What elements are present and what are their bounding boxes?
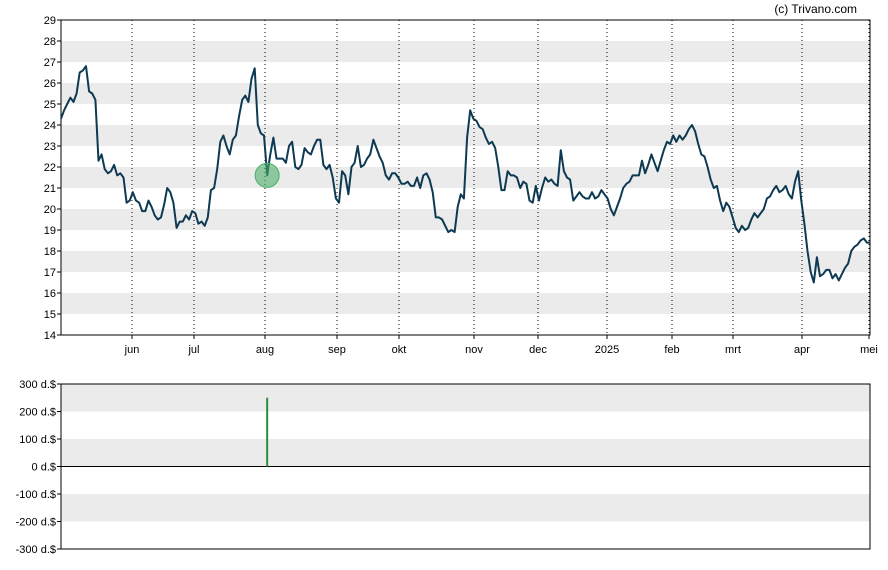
price-y-axis: 29 28 27 26 25 24 23 22 21 20 19 18 17 16 15 14 [44, 15, 61, 342]
y-tick-label: 21 [44, 183, 56, 195]
price-x-axis: jun jul aug sep okt nov dec 2025 feb mrt apr mei [124, 335, 878, 356]
x-tick-label: aug [256, 344, 274, 356]
insider-y-tick-label: -100 d.$ [16, 489, 56, 501]
price-band [61, 83, 870, 104]
y-tick-label: 22 [44, 162, 56, 174]
insider-band [61, 494, 870, 522]
y-tick-label: 28 [44, 36, 56, 48]
insider-y-tick-label: -200 d.$ [16, 517, 56, 529]
y-tick-label: 16 [44, 288, 56, 300]
price-band [61, 125, 870, 146]
x-tick-label: mei [860, 344, 878, 356]
insider-y-tick-label: -300 d.$ [16, 544, 56, 556]
x-tick-label: mrt [725, 344, 741, 356]
price-band [61, 293, 870, 314]
insider-panel-bands [61, 384, 870, 522]
insider-y-tick-label: 300 d.$ [19, 379, 56, 391]
y-tick-label: 18 [44, 246, 56, 258]
insider-y-tick-label: 200 d.$ [19, 407, 56, 419]
x-tick-label: okt [392, 344, 407, 356]
price-band [61, 209, 870, 230]
y-tick-label: 17 [44, 267, 56, 279]
x-tick-label: 2025 [595, 344, 619, 356]
price-panel-frame [60, 19, 871, 336]
y-tick-label: 29 [44, 15, 56, 27]
y-tick-label: 20 [44, 204, 56, 216]
price-band [61, 41, 870, 62]
y-tick-label: 24 [44, 120, 56, 132]
insider-trade-marker [254, 162, 280, 188]
x-tick-label: feb [664, 344, 679, 356]
x-tick-label: jul [187, 344, 199, 356]
copyright-text: (c) Trivano.com [774, 2, 857, 16]
y-tick-label: 27 [44, 57, 56, 69]
y-tick-label: 25 [44, 99, 56, 111]
insider-band [61, 384, 870, 412]
price-panel-vertical-grid [131, 20, 870, 335]
x-tick-label: dec [529, 344, 547, 356]
y-tick-label: 14 [44, 330, 56, 342]
insider-band [61, 439, 870, 467]
y-tick-label: 23 [44, 141, 56, 153]
x-tick-label: sep [328, 344, 346, 356]
price-line [60, 65, 870, 284]
x-tick-label: apr [794, 344, 810, 356]
y-tick-label: 15 [44, 309, 56, 321]
y-tick-label: 26 [44, 78, 56, 90]
insider-y-tick-label: 0 d.$ [32, 462, 56, 474]
price-band [61, 251, 870, 272]
insider-y-tick-label: 100 d.$ [19, 434, 56, 446]
x-tick-label: nov [465, 344, 483, 356]
y-tick-label: 19 [44, 225, 56, 237]
x-tick-label: jun [124, 344, 140, 356]
price-markers [254, 162, 280, 188]
insider-y-axis: 300 d.$ 200 d.$ 100 d.$ 0 d.$ -100 d.$ -200 d… [16, 379, 61, 556]
